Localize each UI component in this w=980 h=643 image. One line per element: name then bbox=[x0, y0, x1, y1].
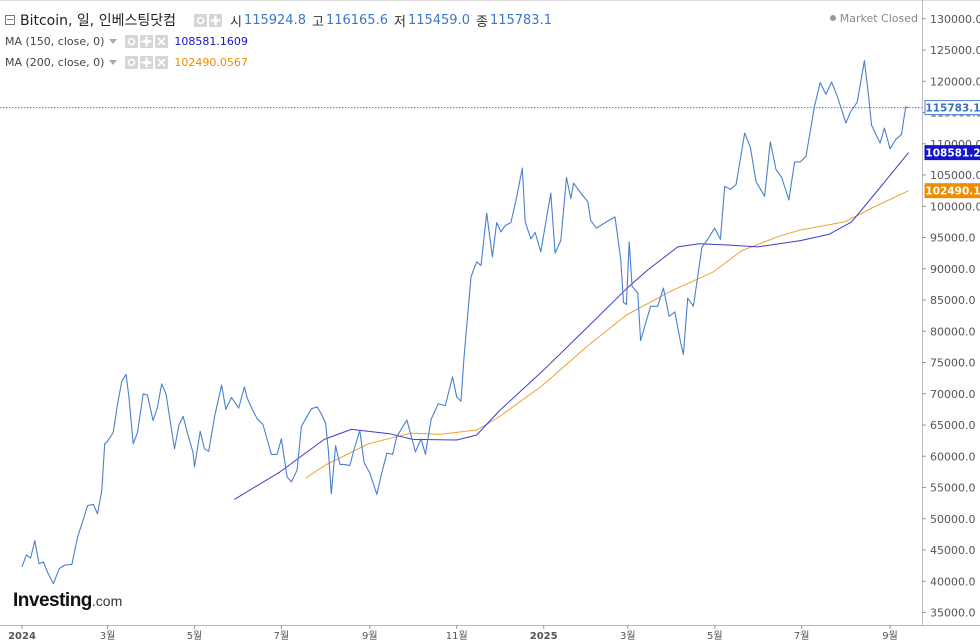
ma150-tag: 108581.2 bbox=[925, 148, 980, 160]
x-tick-label: 3월 bbox=[620, 630, 636, 642]
ma200-tag: 102490.1 bbox=[925, 186, 980, 198]
series-layer bbox=[0, 60, 922, 585]
ma150-value: 108581.1609 bbox=[174, 34, 248, 48]
x-tick-label: 9월 bbox=[362, 630, 378, 642]
price-tags: 115783.1 108581.2 102490.1 bbox=[924, 100, 980, 199]
y-tick-label: 100000.0 bbox=[930, 200, 980, 213]
y-tick-label: 125000.0 bbox=[930, 44, 980, 57]
status-dot-icon bbox=[829, 15, 836, 21]
x-tick-label: 7월 bbox=[274, 630, 290, 642]
ma150-line bbox=[234, 152, 909, 500]
open-label: 시 bbox=[229, 14, 242, 30]
y-tick-label: 35000.0 bbox=[930, 607, 976, 620]
x-tick-label: 5월 bbox=[187, 630, 203, 642]
ma200-tag-bg bbox=[924, 183, 980, 199]
y-tick-label: 45000.0 bbox=[930, 544, 976, 557]
collapse-icon[interactable] bbox=[5, 15, 15, 25]
x-tick-label: 3월 bbox=[100, 630, 116, 642]
chevron-down-icon[interactable] bbox=[109, 38, 118, 44]
legend-ma200: MA (200, close, 0) 102490.0567 bbox=[5, 52, 248, 72]
market-status-text: Market Closed bbox=[839, 12, 918, 25]
ma200-label: MA (200, close, 0) bbox=[5, 55, 105, 69]
ma200-line bbox=[305, 190, 909, 479]
x-tick-label: 5월 bbox=[707, 630, 723, 642]
x-axis: 2024 3월 5월 7월 9월 11월 2025 3월 5월 7월 9월 bbox=[0, 625, 980, 642]
settings-icon[interactable] bbox=[140, 34, 154, 48]
y-tick-label: 65000.0 bbox=[930, 419, 976, 432]
y-tick-label: 70000.0 bbox=[930, 388, 976, 401]
y-tick-label: 55000.0 bbox=[930, 482, 976, 495]
ma200-value: 102490.0567 bbox=[174, 55, 248, 69]
y-tick-label: 40000.0 bbox=[930, 575, 976, 588]
settings-icon[interactable] bbox=[208, 13, 222, 27]
x-tick-label: 2024 bbox=[8, 631, 36, 642]
last-price-tag-bg bbox=[924, 100, 980, 116]
x-tick-label: 11월 bbox=[446, 630, 468, 642]
high-value: 116165.6 bbox=[325, 12, 388, 28]
y-tick-label: 85000.0 bbox=[930, 294, 976, 307]
low-label: 저 bbox=[393, 14, 406, 30]
ma150-tag-bg bbox=[924, 145, 980, 161]
low-value: 115459.0 bbox=[407, 12, 470, 28]
visibility-icon[interactable] bbox=[125, 55, 139, 69]
y-tick-label: 105000.0 bbox=[930, 169, 980, 182]
market-status: Market Closed bbox=[829, 12, 918, 25]
y-tick-label: 95000.0 bbox=[930, 232, 976, 245]
y-tick-label: 60000.0 bbox=[930, 450, 976, 463]
y-tick-label: 80000.0 bbox=[930, 325, 976, 338]
open-value: 115924.8 bbox=[243, 12, 306, 28]
y-tick-label: 75000.0 bbox=[930, 357, 976, 370]
y-tick-label: 90000.0 bbox=[930, 263, 976, 276]
close-value: 115783.1 bbox=[489, 12, 552, 28]
logo-suffix: .com bbox=[91, 593, 123, 609]
investing-logo: Investing.com bbox=[13, 590, 122, 612]
visibility-icon[interactable] bbox=[125, 34, 139, 48]
y-axis: 130000.0125000.0120000.0115000.0110000.0… bbox=[922, 0, 980, 625]
legend-ma150: MA (150, close, 0) 108581.1609 bbox=[5, 31, 248, 51]
x-tick-label: 9월 bbox=[882, 630, 898, 642]
ma150-label: MA (150, close, 0) bbox=[5, 34, 105, 48]
logo-main: Investing bbox=[13, 590, 92, 611]
close-icon[interactable] bbox=[155, 34, 169, 48]
y-tick-label: 120000.0 bbox=[930, 75, 980, 88]
x-tick-label: 2025 bbox=[530, 631, 558, 642]
x-tick-label: 7월 bbox=[794, 630, 810, 642]
high-label: 고 bbox=[311, 14, 324, 30]
chart-title: Bitcoin, 일, 인베스팅닷컴 bbox=[20, 13, 176, 29]
last-price-tag: 115783.1 bbox=[925, 103, 980, 115]
y-tick-label: 130000.0 bbox=[930, 13, 980, 26]
close-label: 종 bbox=[475, 14, 488, 30]
close-icon[interactable] bbox=[155, 55, 169, 69]
chevron-down-icon[interactable] bbox=[109, 59, 118, 65]
y-tick-label: 50000.0 bbox=[930, 513, 976, 526]
price-line bbox=[21, 60, 909, 585]
settings-icon[interactable] bbox=[140, 55, 154, 69]
visibility-icon[interactable] bbox=[193, 13, 207, 27]
legend-main: Bitcoin, 일, 인베스팅닷컴 시 115924.8 고 116165.6… bbox=[5, 10, 552, 30]
